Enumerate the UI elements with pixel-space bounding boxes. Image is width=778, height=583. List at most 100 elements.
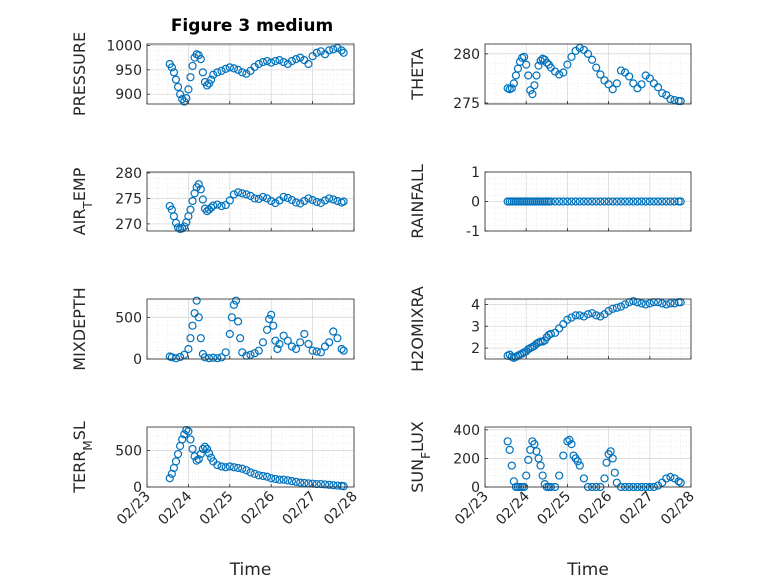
data-point [575,311,584,320]
data-point [670,197,679,206]
data-point [559,319,568,329]
data-point [184,427,193,436]
data-point [526,86,535,95]
data-point [312,347,321,356]
data-point [563,60,572,69]
data-point [612,478,621,487]
data-point [676,478,685,487]
data-point [674,477,683,486]
data-point [333,196,342,206]
data-point [329,45,338,54]
data-point [279,331,288,340]
data-point [207,75,216,84]
data-point [267,58,276,67]
data-point [550,197,560,206]
data-point [637,80,646,89]
data-point [196,334,205,343]
data-point [596,312,605,321]
data-point [608,304,617,313]
y-tick-label: 400 [453,423,480,439]
data-point [231,296,241,305]
axes-box [484,43,692,105]
data-point [658,299,667,308]
data-point [522,60,531,69]
data-point [563,437,572,446]
data-point [262,194,272,203]
y-axis-label: SUNFLUX [408,421,433,493]
y-axis-label: MIXDEPTH [70,287,89,370]
data-point [563,197,572,206]
data-point [339,346,348,355]
data-point [291,477,301,486]
data-point [254,346,263,355]
data-point [283,476,292,485]
figure-title: Figure 3 medium [171,16,333,36]
data-point [329,481,338,490]
y-tick-label: 2 [471,341,480,357]
data-point [213,354,222,363]
data-point [658,478,667,487]
data-point [221,463,230,472]
data-point [194,313,203,322]
data-point [641,300,650,309]
data-point [532,71,541,80]
data-point [238,189,247,198]
data-point [503,437,512,446]
data-point [658,89,667,98]
y-axis-label: THETA [408,48,427,100]
data-point [588,309,597,318]
data-point [188,196,197,206]
data-point [178,435,187,444]
y-tick-label: 900 [115,87,142,103]
data-point [528,90,537,99]
data-point [221,348,230,357]
data-point [242,466,251,475]
data-point [275,475,284,484]
data-point [262,56,272,66]
data-point [182,425,191,435]
data-point [575,197,584,206]
data-point [205,354,214,363]
data-point [308,195,317,205]
data-point [542,58,551,67]
data-point [524,71,533,80]
data-point [509,477,518,486]
data-point [546,329,556,339]
data-point [608,85,617,94]
data-point [316,348,325,357]
data-point [653,481,663,490]
data-point [592,311,601,320]
data-point [592,197,601,206]
data-point [670,95,679,105]
data-point [608,197,617,206]
data-point [645,197,654,206]
data-point [612,197,621,206]
data-point [173,82,183,92]
data-point [250,469,259,478]
data-point [184,344,193,354]
data-point [325,194,334,203]
data-point [200,353,210,362]
y-axis-label: AIRTEMP [70,167,95,235]
y-axis-label: H2OMIXRA [408,286,427,372]
data-point [188,321,197,330]
data-point [267,310,276,319]
data-point [262,472,272,481]
data-point [534,454,543,463]
data-point [202,444,212,454]
data-point [616,197,626,206]
data-point [258,338,268,347]
data-point [637,299,646,308]
data-point [180,222,189,231]
data-point [625,197,634,206]
data-point [258,57,268,67]
data-point [325,480,334,489]
x-axis-label: Time [229,560,272,580]
data-point [579,197,588,206]
data-point [658,197,667,206]
data-point [676,197,685,206]
data-point [271,56,280,66]
data-point [325,338,334,347]
data-point [567,52,576,61]
data-point [209,70,218,79]
